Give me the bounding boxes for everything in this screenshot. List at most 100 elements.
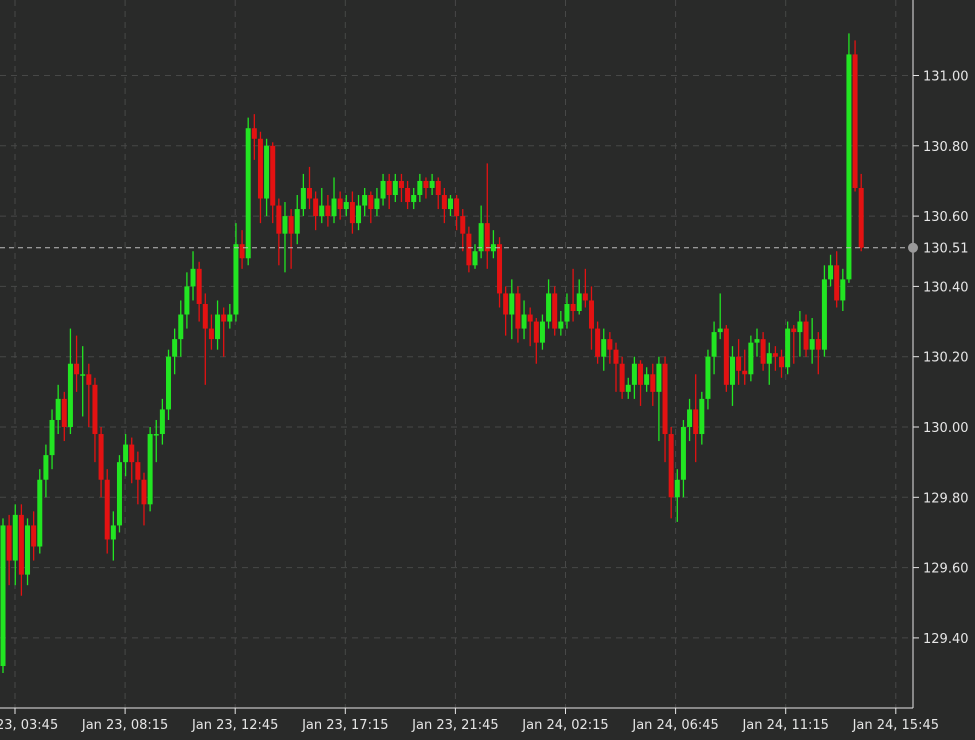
y-tick-label: 129.80 (923, 491, 969, 506)
candle-body (791, 328, 797, 333)
candle-body (699, 398, 705, 435)
candle-body (208, 328, 214, 340)
x-tick-label: Jan 23, 08:15 (81, 718, 168, 733)
candle-up (680, 419, 686, 498)
candle-body (392, 180, 398, 196)
candle-down (815, 332, 821, 375)
candle-up (233, 223, 239, 322)
candle-body (435, 180, 441, 196)
candle-down (349, 191, 355, 234)
candle-up (601, 328, 607, 371)
candle-body (43, 455, 49, 480)
x-axis-ticks: Jan 23, 03:45 Jan 23, 08:15 Jan 23, 12:45 J… (0, 708, 939, 733)
candle-up (25, 518, 31, 586)
candle-body (601, 339, 607, 357)
candle-down (325, 195, 331, 227)
y-tick-label: 130.80 (923, 140, 969, 155)
candle-up (123, 434, 129, 477)
candle-up (546, 279, 552, 329)
candle-up (294, 195, 300, 245)
candle-body (92, 384, 98, 435)
candle-up (754, 328, 760, 357)
candle-body (12, 514, 18, 561)
candle-up (539, 314, 545, 350)
candle-up (840, 268, 846, 312)
candle-body (233, 244, 239, 315)
candle-down (92, 377, 98, 463)
candle-down (503, 286, 509, 336)
y-tick-label: 129.40 (923, 632, 969, 647)
candle-down (405, 180, 411, 210)
candle-body (625, 384, 631, 392)
candle-up (785, 321, 791, 375)
x-tick-label: Jan 23, 21:45 (411, 718, 498, 733)
candle-down (276, 198, 282, 266)
candle-body (441, 195, 447, 210)
candle-body (368, 195, 374, 210)
candle-body (797, 321, 803, 333)
candle-down (527, 307, 533, 347)
candle-body (521, 314, 527, 329)
candle-down (337, 191, 343, 220)
y-tick-label: 131.00 (923, 70, 969, 85)
candle-body (546, 293, 552, 322)
candle-up (711, 321, 717, 375)
candle-body (834, 265, 840, 301)
candle-down (441, 187, 447, 224)
candle-up (110, 511, 116, 561)
candle-body (497, 244, 503, 294)
candle-body (74, 363, 80, 375)
x-tick-label: Jan 24, 02:15 (521, 718, 608, 733)
candle-down (398, 173, 404, 203)
candle-body (429, 180, 435, 188)
candle-down (18, 504, 24, 596)
candle-up (490, 230, 496, 259)
candle-down (251, 114, 257, 160)
candle-down (582, 268, 588, 308)
candle-body (184, 286, 190, 315)
candle-down (497, 237, 503, 308)
candle-up (282, 202, 288, 273)
candle-up (116, 455, 122, 533)
candle-up (331, 177, 337, 224)
candle-down (834, 251, 840, 308)
candle-body (729, 356, 735, 385)
candle-up (644, 367, 650, 392)
candle-body (668, 434, 674, 498)
candle-body (331, 198, 337, 217)
candle-body (270, 145, 276, 206)
candle-down (650, 363, 656, 406)
candle-down (693, 374, 699, 463)
candle-body (858, 187, 864, 248)
candle-body (717, 328, 723, 333)
candle-body (227, 314, 233, 322)
candle-body (276, 205, 282, 234)
candle-up (159, 398, 165, 445)
candle-body (337, 198, 343, 210)
candle-body (282, 216, 288, 234)
candle-body (779, 356, 785, 368)
candle-up (190, 251, 196, 301)
candle-up (447, 195, 453, 217)
x-tick-label: Jan 24, 11:15 (741, 718, 828, 733)
candle-body (18, 514, 24, 575)
candle-up (564, 293, 570, 329)
candle-body (116, 462, 122, 526)
candle-down (466, 226, 472, 273)
candle-down (484, 163, 490, 269)
candle-up (674, 469, 680, 522)
candle-body (613, 349, 619, 364)
candle-body (619, 363, 625, 392)
candle-body (515, 293, 521, 329)
candle-down (196, 261, 202, 322)
candle-up (49, 409, 55, 470)
candle-body (527, 314, 533, 322)
candle-down (313, 191, 319, 231)
candle-body (221, 314, 227, 322)
candle-body (828, 265, 834, 280)
candle-up (687, 398, 693, 442)
candle-body (711, 332, 717, 357)
candle-body (147, 434, 153, 505)
candle-down (129, 437, 135, 484)
y-tick-label: 130.60 (923, 210, 969, 225)
